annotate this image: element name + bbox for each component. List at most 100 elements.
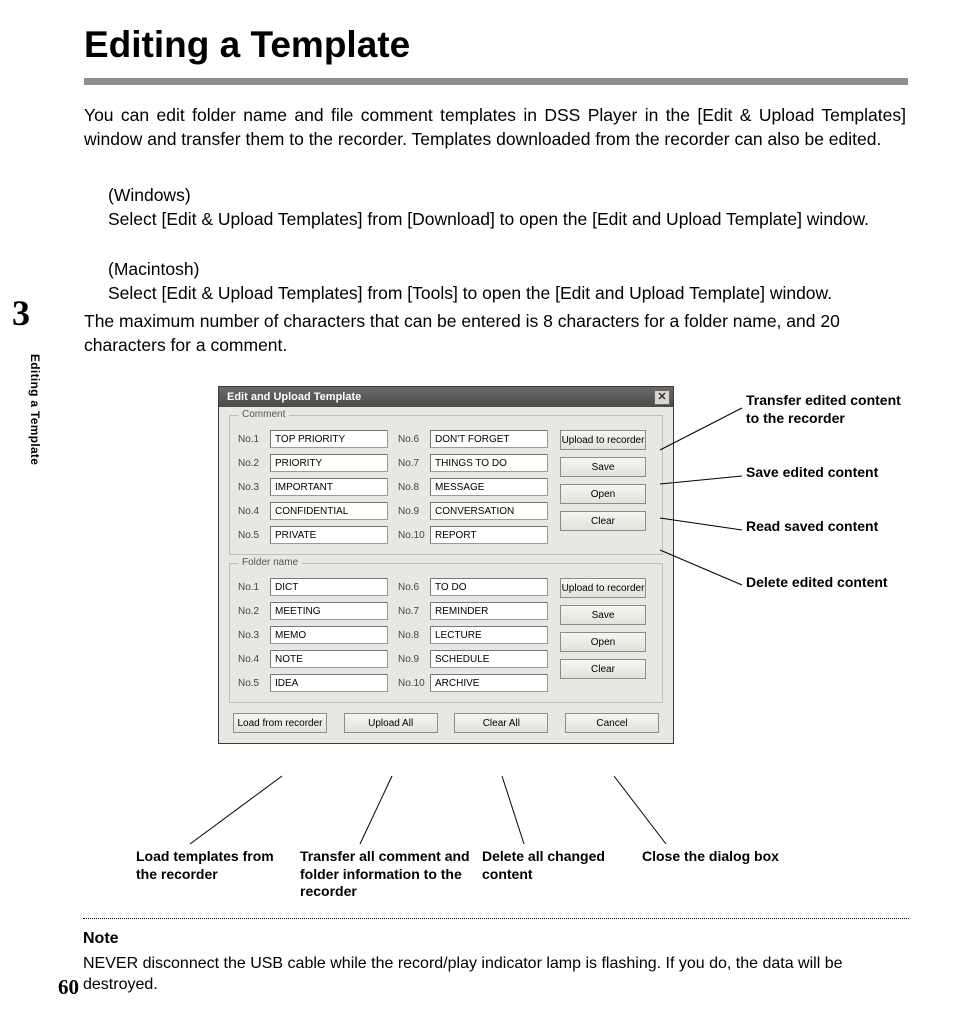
folder-upload-button[interactable]: Upload to recorder [560, 578, 646, 598]
folder-label: No.4 [238, 654, 266, 665]
folder-input[interactable] [270, 674, 388, 692]
comment-label: No.9 [398, 506, 426, 517]
mac-text: Select [Edit & Upload Templates] from [T… [108, 282, 908, 306]
comment-label: No.2 [238, 458, 266, 469]
folder-label: No.6 [398, 582, 426, 593]
folder-input[interactable] [270, 650, 388, 668]
callout-close: Close the dialog box [642, 848, 782, 866]
edit-upload-dialog: Edit and Upload Template ✕ Comment No.1 N… [218, 386, 674, 744]
comment-input[interactable] [270, 478, 388, 496]
comment-input[interactable] [430, 502, 548, 520]
title-underline [84, 78, 908, 85]
comment-label: No.3 [238, 482, 266, 493]
folder-input[interactable] [430, 650, 548, 668]
folder-row: No.4 [238, 650, 388, 668]
comment-row: No.5 [238, 526, 388, 544]
folder-row: No.10 [398, 674, 548, 692]
folder-save-button[interactable]: Save [560, 605, 646, 625]
instructions-mac: (Macintosh) Select [Edit & Upload Templa… [108, 258, 908, 305]
callout-delete: Delete edited content [746, 574, 896, 592]
comment-row: No.3 [238, 478, 388, 496]
folder-input[interactable] [430, 578, 548, 596]
comment-input[interactable] [270, 502, 388, 520]
comment-label: No.5 [238, 530, 266, 541]
upload-all-button[interactable]: Upload All [344, 713, 438, 733]
dotted-divider [83, 918, 909, 919]
note-body: NEVER disconnect the USB cable while the… [83, 954, 909, 996]
comment-label: No.6 [398, 434, 426, 445]
folder-row: No.1 [238, 578, 388, 596]
folder-row: No.8 [398, 626, 548, 644]
close-icon[interactable]: ✕ [654, 390, 670, 405]
folder-label: No.2 [238, 606, 266, 617]
comment-input[interactable] [270, 526, 388, 544]
folder-row: No.9 [398, 650, 548, 668]
callout-save: Save edited content [746, 464, 896, 482]
callout-read: Read saved content [746, 518, 896, 536]
comment-row: No.2 [238, 454, 388, 472]
windows-text: Select [Edit & Upload Templates] from [D… [108, 208, 908, 232]
comment-input[interactable] [270, 454, 388, 472]
callout-load: Load templates from the recorder [136, 848, 286, 883]
folder-open-button[interactable]: Open [560, 632, 646, 652]
side-tab-label: Editing a Template [28, 354, 42, 465]
load-from-recorder-button[interactable]: Load from recorder [233, 713, 327, 733]
folder-row: No.3 [238, 626, 388, 644]
comment-clear-button[interactable]: Clear [560, 511, 646, 531]
comment-open-button[interactable]: Open [560, 484, 646, 504]
folder-row: No.5 [238, 674, 388, 692]
comment-input[interactable] [430, 430, 548, 448]
instructions-maxchars: The maximum number of characters that ca… [84, 310, 908, 357]
folder-input[interactable] [430, 674, 548, 692]
comment-row: No.6 [398, 430, 548, 448]
dialog-titlebar: Edit and Upload Template ✕ [219, 387, 673, 407]
comment-row: No.1 [238, 430, 388, 448]
comment-input[interactable] [430, 478, 548, 496]
windows-label: (Windows) [108, 184, 908, 208]
callout-transfer: Transfer edited content to the recorder [746, 392, 916, 427]
comment-input[interactable] [270, 430, 388, 448]
comment-row: No.8 [398, 478, 548, 496]
comment-legend: Comment [238, 409, 289, 420]
comment-label: No.7 [398, 458, 426, 469]
comment-label: No.4 [238, 506, 266, 517]
folder-label: No.1 [238, 582, 266, 593]
note-heading: Note [83, 930, 119, 948]
folder-label: No.8 [398, 630, 426, 641]
folder-row: No.7 [398, 602, 548, 620]
folder-clear-button[interactable]: Clear [560, 659, 646, 679]
folder-legend: Folder name [238, 557, 302, 568]
cancel-button[interactable]: Cancel [565, 713, 659, 733]
folder-label: No.5 [238, 678, 266, 689]
instructions-windows: (Windows) Select [Edit & Upload Template… [108, 184, 908, 231]
clear-all-button[interactable]: Clear All [454, 713, 548, 733]
folder-label: No.9 [398, 654, 426, 665]
folder-input[interactable] [430, 602, 548, 620]
chapter-number: 3 [12, 292, 30, 334]
comment-fieldset: Comment No.1No.2No.3No.4No.5 No.6No.7No.… [229, 415, 663, 555]
comment-label: No.8 [398, 482, 426, 493]
comment-input[interactable] [430, 454, 548, 472]
folder-label: No.7 [398, 606, 426, 617]
dialog-title: Edit and Upload Template [227, 391, 361, 403]
folder-input[interactable] [270, 578, 388, 596]
comment-row: No.7 [398, 454, 548, 472]
page-title: Editing a Template [84, 24, 410, 66]
comment-label: No.1 [238, 434, 266, 445]
callout-upload-all: Transfer all comment and folder informat… [300, 848, 470, 901]
page-number: 60 [58, 975, 79, 1000]
comment-input[interactable] [430, 526, 548, 544]
folder-input[interactable] [430, 626, 548, 644]
comment-label: No.10 [398, 530, 426, 541]
comment-upload-button[interactable]: Upload to recorder [560, 430, 646, 450]
comment-row: No.9 [398, 502, 548, 520]
comment-save-button[interactable]: Save [560, 457, 646, 477]
mac-label: (Macintosh) [108, 258, 908, 282]
folder-input[interactable] [270, 602, 388, 620]
comment-row: No.4 [238, 502, 388, 520]
folder-row: No.2 [238, 602, 388, 620]
folder-row: No.6 [398, 578, 548, 596]
folder-fieldset: Folder name No.1No.2No.3No.4No.5 No.6No.… [229, 563, 663, 703]
folder-input[interactable] [270, 626, 388, 644]
callout-clear-all: Delete all changed content [482, 848, 622, 883]
